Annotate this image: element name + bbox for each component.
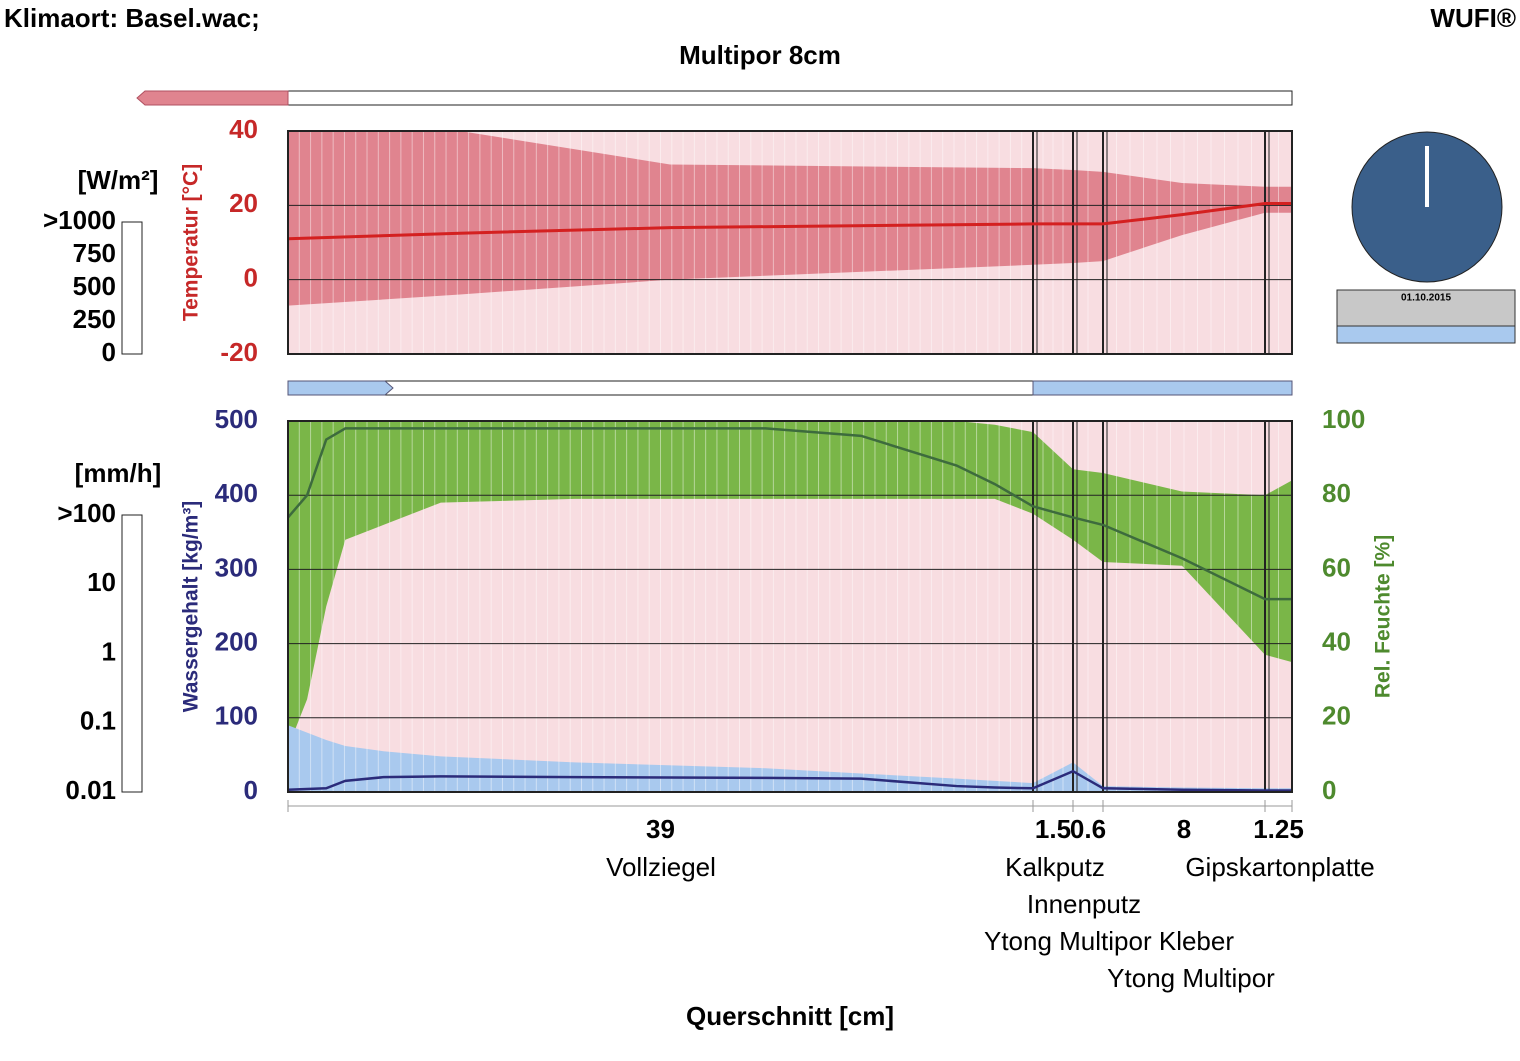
arrow [287, 380, 394, 396]
series-line [287, 201, 1292, 241]
layer-name: Ytong Multipor [1107, 963, 1275, 993]
layer-name: Innenputz [1027, 889, 1141, 919]
flux-unit: [W/m²] [78, 165, 159, 195]
series-line [287, 427, 1292, 601]
y-axis-label: Wassergehalt [kg/m³] [180, 501, 203, 713]
layer-name: Vollziegel [606, 852, 716, 882]
band [288, 131, 1292, 306]
y-tick-label: 500 [215, 404, 258, 434]
y-tick-label: -20 [220, 337, 258, 367]
x-axis-label: Querschnitt [cm] [686, 1001, 894, 1031]
y2-tick-label: 60 [1322, 552, 1351, 582]
y-tick-label: 300 [215, 552, 258, 582]
y-tick-label: 40 [229, 114, 258, 144]
date-bar [1336, 325, 1516, 344]
layer-bar-fill [1032, 380, 1293, 396]
y-tick-label: 0 [244, 775, 258, 805]
y2-tick-label: 40 [1322, 626, 1351, 656]
band [288, 725, 1292, 792]
y2-tick-label: 80 [1322, 478, 1351, 508]
layer-thickness: 0.6 [1070, 814, 1106, 844]
layer-thickness: 1.5 [1035, 814, 1071, 844]
brand: WUFI® [1430, 3, 1516, 33]
flux-unit: [mm/h] [75, 458, 162, 488]
flux-label: 0 [102, 337, 116, 367]
y-tick-label: 200 [215, 626, 258, 656]
flux-label: >100 [57, 498, 116, 528]
y-tick-label: 100 [215, 701, 258, 731]
flux-label: 0.01 [65, 775, 116, 805]
y-tick-label: 400 [215, 478, 258, 508]
flux-label: 750 [73, 238, 116, 268]
series-line [287, 769, 1292, 792]
flux-label: 0.1 [80, 706, 116, 736]
layer-name: Ytong Multipor Kleber [984, 926, 1234, 956]
location: Klimaort: Basel.wac; [4, 3, 260, 33]
y2-tick-label: 0 [1322, 775, 1336, 805]
flux-box [121, 514, 143, 793]
layer-thickness: 1.25 [1253, 814, 1304, 844]
date: 01.10.2015 [1401, 293, 1451, 304]
plot-frame [287, 420, 1293, 793]
layer-name: Gipskartonplatte [1185, 852, 1374, 882]
title: Multipor 8cm [679, 40, 841, 70]
flux-label: 500 [73, 271, 116, 301]
y2-tick-label: 20 [1322, 701, 1351, 731]
y2-tick-label: 100 [1322, 404, 1365, 434]
band [288, 421, 1292, 748]
flux-box [121, 221, 143, 355]
flux-label: 1 [102, 636, 116, 666]
y-tick-label: 0 [244, 263, 258, 293]
layer-bar [287, 90, 1293, 106]
flux-label: 250 [73, 304, 116, 334]
plot-frame [287, 130, 1293, 355]
y-tick-label: 20 [229, 188, 258, 218]
flux-label: >1000 [43, 205, 116, 235]
flux-label: 10 [87, 567, 116, 597]
layer-thickness: 39 [646, 814, 675, 844]
layer-thickness: 8 [1177, 814, 1191, 844]
arrow [136, 90, 289, 106]
y2-axis-label: Rel. Feuchte [%] [1372, 535, 1395, 698]
layer-name: Kalkputz [1005, 852, 1105, 882]
y-axis-label: Temperatur [°C] [180, 164, 203, 321]
